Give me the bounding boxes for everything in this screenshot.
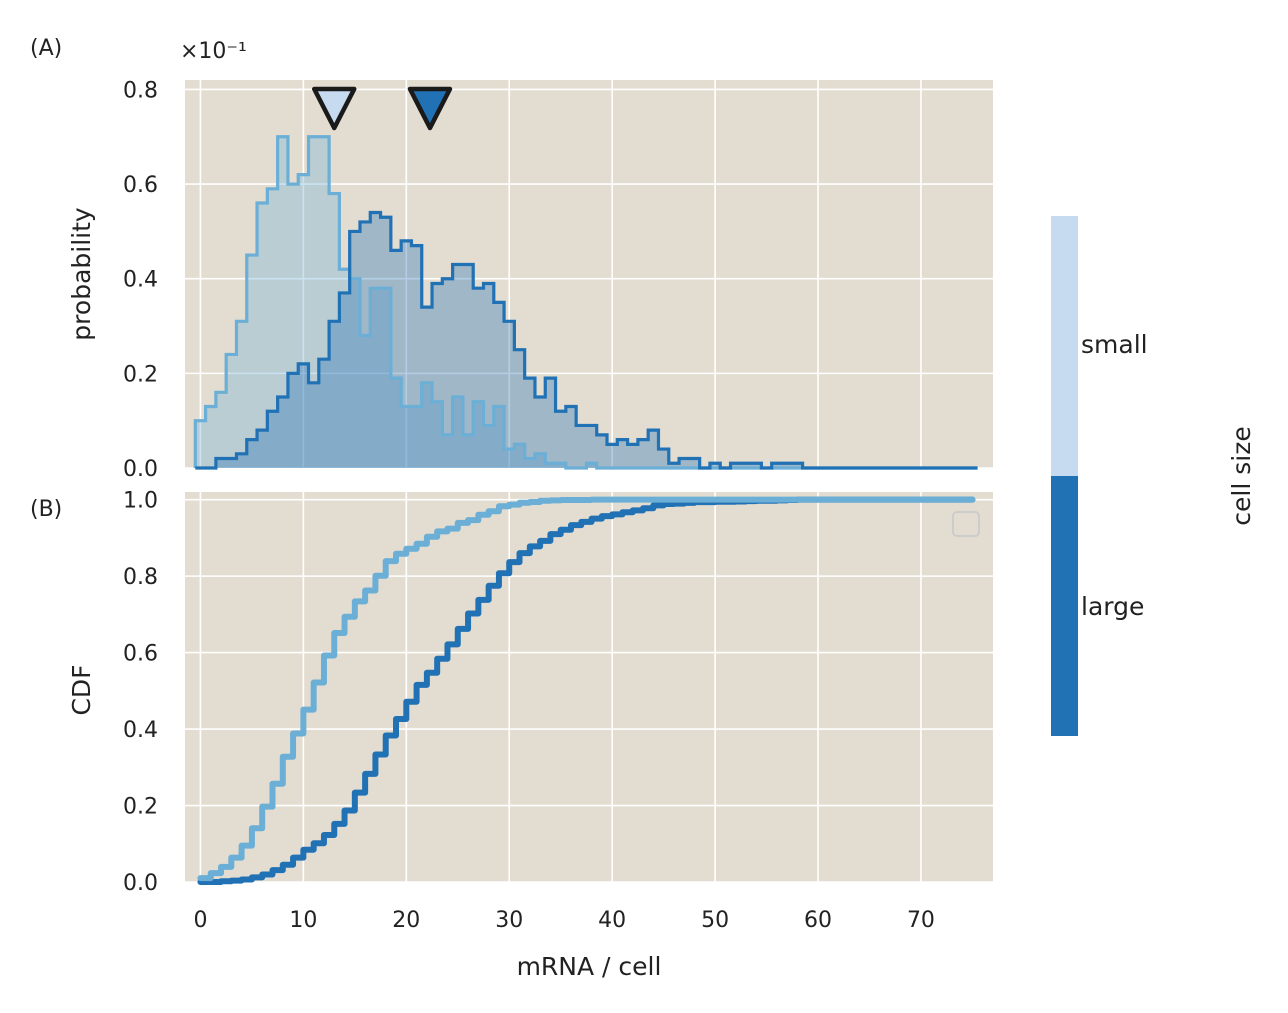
panel-b-xlabel: mRNA / cell (517, 952, 662, 981)
panel-b-ytick-label-1: 0.2 (123, 795, 158, 820)
panel-b-ytick-label-2: 0.4 (123, 718, 158, 743)
panel-a-ytick-label-2: 0.4 (123, 268, 158, 293)
panel-b-ylabel: CDF (67, 664, 96, 715)
panel-a-ytick-labels: 0.0 0.2 0.4 0.6 0.8 (123, 78, 158, 482)
panel-b-xtick-label-4: 40 (598, 908, 626, 933)
histogram-fill-large (195, 212, 978, 468)
panel-a-ytick-label-4: 0.8 (123, 78, 158, 103)
colorbar-title: cell size (1227, 426, 1256, 525)
panel-b-cdf-lines (197, 496, 976, 885)
mean-marker-small (311, 86, 357, 131)
panel-a-mean-markers (311, 86, 453, 131)
panel-b-xtick-label-2: 20 (392, 908, 420, 933)
colorbar-segment-large (1051, 476, 1078, 736)
panel-a-grid (185, 80, 993, 469)
panel-a-background (185, 80, 993, 468)
panel-a-ytick-label-3: 0.6 (123, 173, 158, 198)
panel-b-ytick-label-0: 0.0 (123, 871, 158, 896)
panel-b-ytick-label-4: 0.8 (123, 565, 158, 590)
panel-b-ytick-labels: 0.0 0.2 0.4 0.6 0.8 1.0 (123, 489, 158, 896)
panel-b-ytick-label-5: 1.0 (123, 489, 158, 514)
panel-a-label: (A) (30, 36, 62, 61)
mean-marker-large (407, 86, 453, 131)
panel-a-fills (195, 136, 978, 468)
panel-a-ylabel: probability (67, 207, 96, 341)
histogram-line-small (193, 135, 978, 470)
panel-b-xtick-label-0: 0 (193, 908, 207, 933)
panel-a-ytick-label-0: 0.0 (123, 457, 158, 482)
panel-b: 0.0 0.2 0.4 0.6 0.8 1.0 0 10 20 30 40 50 60 70 (B) C… (30, 489, 993, 981)
panel-b-background (185, 492, 993, 882)
colorbar-label-large: large (1081, 592, 1144, 621)
legend-box (952, 511, 980, 537)
panel-a-ytick-label-1: 0.2 (123, 362, 158, 387)
panel-b-xtick-label-1: 10 (289, 908, 317, 933)
panel-b-ytick-label-3: 0.6 (123, 642, 158, 667)
panel-b-xtick-label-5: 50 (701, 908, 729, 933)
colorbar-segment-small (1051, 216, 1078, 476)
panel-a: 0.0 0.2 0.4 0.6 0.8 (A) ×10⁻¹ probability (30, 36, 993, 482)
panel-b-xtick-label-6: 60 (804, 908, 832, 933)
panel-b-xtick-labels: 0 10 20 30 40 50 60 70 (193, 908, 935, 933)
histogram-line-large (195, 210, 978, 470)
panel-b-label: (B) (30, 497, 62, 522)
histogram-fill-small (195, 136, 978, 468)
panel-a-histogram-lines (193, 135, 978, 470)
panel-b-xtick-label-3: 30 (495, 908, 523, 933)
colorbar-label-small: small (1081, 330, 1148, 359)
colorbar: small large cell size (1051, 216, 1256, 736)
panel-b-xtick-label-7: 70 (907, 908, 935, 933)
cdf-line-small (197, 496, 976, 882)
panel-a-offset-text: ×10⁻¹ (180, 39, 247, 64)
